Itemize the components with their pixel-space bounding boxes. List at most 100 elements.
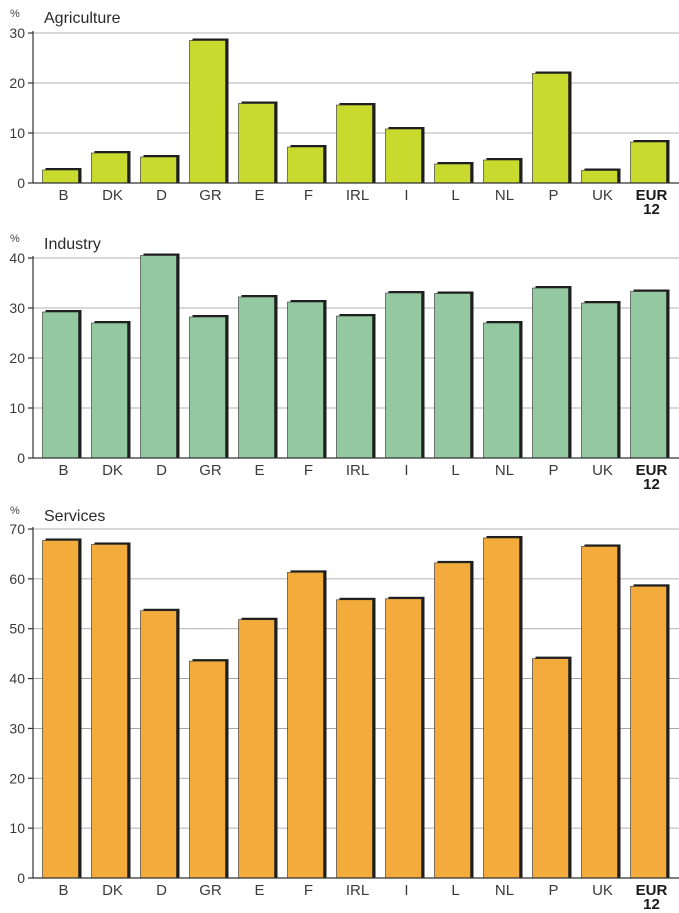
category-label: UK [592,462,613,479]
category-label: I [404,882,408,899]
bar [483,537,520,879]
bar [532,73,569,184]
bar [140,156,177,184]
y-tick-label: 10 [9,400,25,416]
bar [140,610,177,879]
chart-services: % Services 0 10 20 30 40 50 60 70 B DK D GR E F IRL I L NL P… [9,505,679,913]
bar [385,292,422,459]
category-label-line: EUR [636,187,668,204]
y-tick-label: 30 [9,25,25,41]
chart-title: Agriculture [44,10,121,27]
bar [336,315,373,459]
bar [630,586,667,879]
bar [42,169,79,184]
category-label: F [304,462,313,479]
bar [581,302,618,459]
y-tick-label: 70 [9,521,25,537]
y-tick-label: 30 [9,300,25,316]
y-tick-label: 60 [9,571,25,587]
bar [483,322,520,459]
category-label-line: EUR [636,882,668,899]
category-label: F [304,882,313,899]
bar [189,660,226,879]
category-label-line: 12 [643,201,660,218]
category-label: IRL [346,187,369,204]
bar [385,128,422,184]
bar [42,311,79,459]
bar [581,546,618,879]
category-label: EUR 12 [636,187,668,218]
chart-title: Industry [44,236,101,253]
category-label: DK [102,462,123,479]
bar [581,170,618,184]
category-label: L [451,187,459,204]
chart-title: Services [44,508,105,525]
bar [287,301,324,459]
category-label: L [451,462,459,479]
category-label: IRL [346,882,369,899]
bar [140,255,177,459]
y-tick-label: 10 [9,820,25,836]
category-label: NL [495,882,514,899]
bar [189,40,226,184]
bar [532,287,569,459]
bar [287,146,324,184]
category-label-line: 12 [643,896,660,913]
category-label: E [254,882,264,899]
bar [483,159,520,184]
category-label: DK [102,187,123,204]
y-tick-label: 50 [9,621,25,637]
category-label: EUR 12 [636,462,668,493]
y-tick-label: 0 [17,870,25,886]
y-tick-label: 0 [17,175,25,191]
category-label: EUR 12 [636,882,668,913]
chart-agriculture: % Agriculture 0 10 20 30 B DK D GR E F IRL I L NL P UK EUR… [9,8,679,218]
category-label: I [404,187,408,204]
bar [189,316,226,459]
category-label: P [548,882,558,899]
category-label: D [156,882,167,899]
y-tick-label: 0 [17,450,25,466]
category-label: GR [199,187,222,204]
category-label: GR [199,462,222,479]
bar [238,103,275,184]
category-label: IRL [346,462,369,479]
y-tick-label: 20 [9,770,25,786]
y-tick-label: 20 [9,350,25,366]
category-label: NL [495,462,514,479]
category-label: I [404,462,408,479]
bar [91,152,128,184]
category-label: D [156,187,167,204]
category-label: B [58,462,68,479]
y-tick-label: 20 [9,75,25,91]
category-label: UK [592,187,613,204]
bar [434,562,471,879]
bar [336,104,373,184]
bar [434,293,471,459]
y-tick-label: 40 [9,671,25,687]
y-unit-label: % [10,8,20,20]
bar [434,163,471,184]
y-unit-label: % [10,505,20,517]
y-tick-label: 30 [9,720,25,736]
bar [238,619,275,879]
y-tick-label: 40 [9,250,25,266]
category-label: NL [495,187,514,204]
y-unit-label: % [10,233,20,245]
bar [630,291,667,459]
bar [238,296,275,459]
category-label: P [548,187,558,204]
chart-industry: % Industry 0 10 20 30 40 B DK D GR E F IRL I L NL P UK EUR 1… [9,233,679,493]
category-label: F [304,187,313,204]
category-label: E [254,187,264,204]
bar [532,658,569,879]
bar [42,540,79,879]
bar [630,141,667,184]
category-label: L [451,882,459,899]
bar [287,572,324,879]
category-label: GR [199,882,222,899]
bar [91,322,128,459]
category-label: UK [592,882,613,899]
category-label: D [156,462,167,479]
